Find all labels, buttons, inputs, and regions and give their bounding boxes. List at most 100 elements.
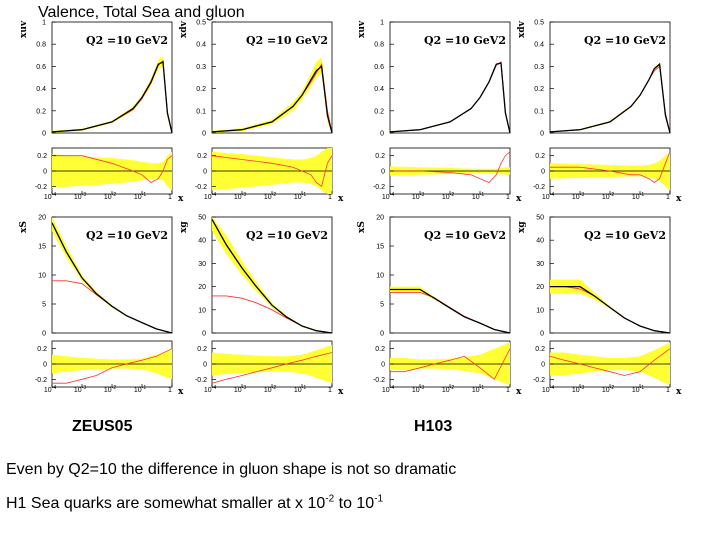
- x-tick-label: 10-2: [264, 192, 276, 201]
- x-tick-label: 10-3: [572, 385, 584, 394]
- y-tick-label: 30: [198, 261, 206, 268]
- y-tick-label: 5: [380, 302, 384, 309]
- note-sea-exponent-2: -1: [374, 493, 384, 505]
- q2-annotation: Q2 =10 GeV2: [246, 229, 328, 242]
- x-tick-label: 10-3: [234, 192, 246, 201]
- main-plot-frame: [389, 216, 511, 334]
- x-axis-label: x: [676, 194, 682, 204]
- y-tick-label: 40: [198, 238, 206, 245]
- y-tick-label: 0.5: [196, 20, 206, 27]
- ratio-y-tick-label: 0: [43, 362, 47, 369]
- y-tick-label: 0.8: [36, 42, 46, 49]
- ratio-comparison-curve: [550, 151, 671, 183]
- central-curve: [51, 61, 173, 134]
- ratio-y-tick-label: -0.2: [195, 377, 207, 384]
- y-tick-label: 0.2: [534, 86, 544, 93]
- ratio-y-tick-label: -0.2: [533, 377, 545, 384]
- x-tick-label: 10-1: [294, 385, 306, 394]
- ratio-y-tick-label: -0.2: [35, 377, 47, 384]
- y-tick-label: 15: [38, 244, 46, 251]
- pdf-plots-figure: 0 0.2 0.4 0.6 0.8 1 xuv Q2 =10 GeV2 -0.2 0 0.2 10-4…: [19, 20, 682, 398]
- ratio-comparison-curve: [549, 348, 671, 376]
- y-tick-label: 0: [202, 131, 206, 138]
- y-tick-label: 5: [42, 302, 46, 309]
- ratio-y-tick-label: -0.2: [373, 184, 385, 191]
- x-tick-label: 10-1: [134, 192, 146, 201]
- main-plot-frame: [549, 216, 671, 334]
- x-tick-label: 10-1: [134, 385, 146, 394]
- central-curve: [51, 222, 173, 334]
- uncertainty-band: [212, 57, 332, 133]
- x-tick-label: 10-3: [572, 192, 584, 201]
- x-tick-label: 1: [328, 387, 332, 394]
- x-tick-label: 10-1: [294, 192, 306, 201]
- x-tick-label: 10-2: [602, 192, 614, 201]
- ratio-y-tick-label: -0.2: [533, 184, 545, 191]
- x-tick-label: 10-4: [44, 192, 56, 201]
- y-tick-label: 20: [536, 284, 544, 291]
- y-axis-label: xuv: [357, 20, 367, 38]
- x-tick-label: 10-2: [264, 385, 276, 394]
- ratio-y-tick-label: 0.2: [535, 153, 545, 160]
- q2-annotation: Q2 =10 GeV2: [424, 34, 506, 47]
- pdf-panel-h1-xuv: 0 0.2 0.4 0.6 0.8 1 xuv Q2 =10 GeV2 -0.2 0 0.2 10-4…: [357, 20, 522, 205]
- x-tick-label: 10-1: [472, 385, 484, 394]
- ratio-y-tick-label: 0: [43, 169, 47, 176]
- y-tick-label: 10: [38, 273, 46, 280]
- ratio-y-tick-label: 0: [203, 169, 207, 176]
- x-tick-label: 1: [168, 387, 172, 394]
- y-tick-label: 10: [376, 273, 384, 280]
- y-tick-label: 1: [42, 20, 46, 27]
- x-axis-label: x: [178, 194, 184, 204]
- x-tick-label: 10-2: [602, 385, 614, 394]
- central-curve: [389, 62, 511, 134]
- q2-annotation: Q2 =10 GeV2: [584, 229, 666, 242]
- central-curve: [550, 285, 671, 334]
- y-tick-label: 0.8: [374, 42, 384, 49]
- q2-annotation: Q2 =10 GeV2: [86, 34, 168, 47]
- main-plot-frame: [211, 216, 333, 334]
- x-tick-label: 10-3: [412, 192, 424, 201]
- ratio-y-tick-label: -0.2: [373, 377, 385, 384]
- central-curve: [390, 288, 511, 334]
- uncertainty-band: [550, 279, 670, 333]
- ratio-y-tick-label: 0.2: [37, 153, 47, 160]
- x-tick-label: 1: [328, 194, 332, 201]
- pdf-panel-h1-xdv: 0 0.1 0.2 0.3 0.4 0.5 xdv Q2 =10 GeV2 -0.2 0 0.2 10…: [517, 20, 682, 205]
- x-tick-label: 10-4: [382, 385, 394, 394]
- x-tick-label: 10-1: [632, 192, 644, 201]
- pdf-panel-h1-xg: 0 10 20 30 40 50 xg Q2 =10 GeV2 -0.2 0 0.2 10-4 10-3…: [517, 215, 682, 398]
- y-axis-label: xg: [179, 221, 189, 233]
- x-tick-label: 10-4: [382, 192, 394, 201]
- y-tick-label: 0.4: [374, 86, 384, 93]
- note-sea-text: H1 Sea quarks are somewhat smaller at x …: [6, 495, 326, 512]
- x-tick-label: 1: [168, 194, 172, 201]
- y-axis-label: xuv: [19, 20, 29, 38]
- y-tick-label: 0: [540, 331, 544, 338]
- x-tick-label: 10-2: [104, 385, 116, 394]
- x-tick-label: 1: [506, 194, 510, 201]
- y-tick-label: 20: [198, 284, 206, 291]
- central-curve: [211, 65, 333, 134]
- ratio-y-tick-label: 0: [541, 362, 545, 369]
- y-tick-label: 1: [380, 20, 384, 27]
- x-axis-label: x: [178, 387, 184, 397]
- x-tick-label: 10-3: [74, 385, 86, 394]
- ratio-comparison-curve: [211, 155, 333, 187]
- y-tick-label: 0: [202, 331, 206, 338]
- ratio-y-tick-label: -0.2: [195, 184, 207, 191]
- note-gluon-shape: Even by Q2=10 the difference in gluon sh…: [6, 461, 457, 478]
- y-tick-label: 20: [38, 215, 46, 222]
- uncertainty-band: [390, 286, 510, 333]
- ratio-y-tick-label: 0.2: [197, 346, 207, 353]
- ratio-y-tick-label: 0.2: [375, 346, 385, 353]
- pdf-panel-zeus-xs: 0 5 10 15 20 xS Q2 =10 GeV2 -0.2 0 0.2 10-4 10-3 10-…: [19, 215, 184, 398]
- y-tick-label: 0.2: [374, 108, 384, 115]
- q2-annotation: Q2 =10 GeV2: [584, 34, 666, 47]
- y-tick-label: 0: [540, 131, 544, 138]
- y-tick-label: 0.4: [36, 86, 46, 93]
- y-tick-label: 0.2: [36, 108, 46, 115]
- x-tick-label: 1: [506, 387, 510, 394]
- fit-label-h1: H103: [414, 418, 453, 435]
- y-tick-label: 40: [536, 238, 544, 245]
